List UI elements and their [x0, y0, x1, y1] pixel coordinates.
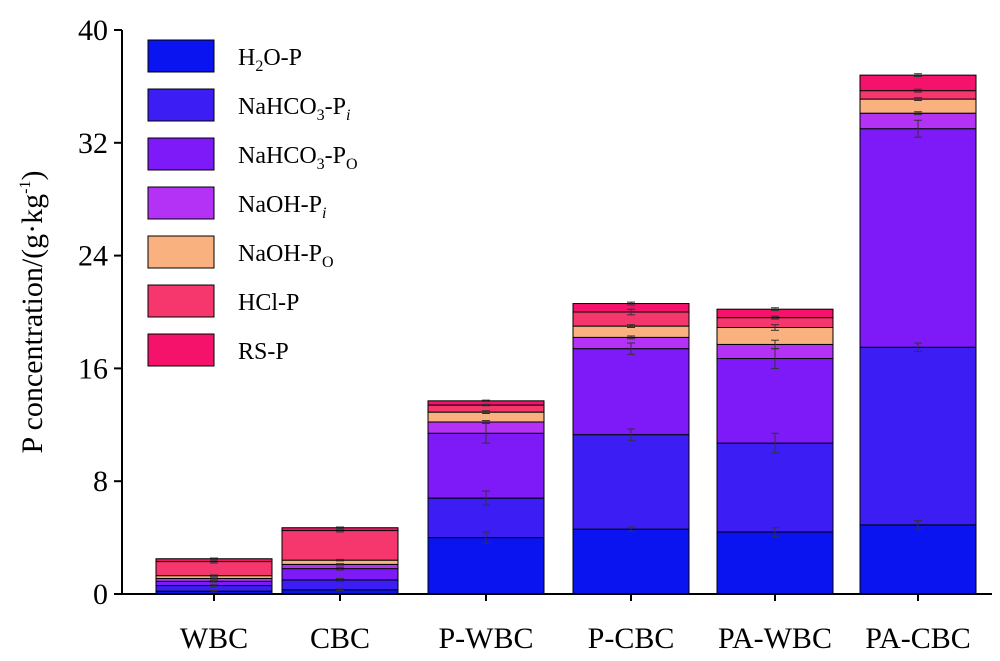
error-bar-pa-wbc-6	[771, 307, 779, 312]
error-bar-pa-cbc-0	[914, 520, 922, 530]
bar-segment-pa-cbc-2	[859, 128, 977, 348]
error-bar-wbc-6	[210, 557, 218, 560]
legend-item-3: NaOH-Pi	[147, 186, 326, 222]
error-bar-p-cbc-6	[627, 301, 635, 306]
legend-swatch	[147, 235, 215, 269]
bar-segment-pa-cbc-4	[859, 98, 977, 114]
legend: H2O-P NaHCO3-Pi NaHCO3-PO NaOH-Pi NaOH-PO HCl…	[147, 39, 358, 367]
legend-item-1: NaHCO3-Pi	[147, 88, 350, 124]
y-tick-label-8: 8	[93, 465, 108, 498]
bar-segment-p-cbc-1	[572, 434, 690, 530]
legend-item-5: HCl-P	[147, 284, 299, 318]
error-bar-p-wbc-0	[482, 531, 490, 544]
legend-item-2: NaHCO3-PO	[147, 137, 358, 173]
error-bar-pa-wbc-4	[771, 324, 779, 331]
x-tick-label-cbc: CBC	[310, 622, 370, 655]
legend-label: RS-P	[238, 339, 289, 365]
error-bar-p-wbc-6	[482, 399, 490, 403]
error-bar-cbc-5	[336, 528, 344, 533]
bar-segment-pa-wbc-1	[716, 442, 834, 533]
error-bar-pa-cbc-1	[914, 342, 922, 352]
legend-swatch	[147, 137, 215, 171]
bar-segment-p-cbc-2	[572, 348, 690, 436]
legend-label: NaHCO3-PO	[238, 143, 358, 173]
legend-label: H2O-P	[238, 45, 302, 75]
x-tick-label-pa-cbc: PA-CBC	[865, 622, 971, 655]
error-bar-wbc-3	[210, 577, 218, 580]
x-tick-label-pa-wbc: PA-WBC	[718, 622, 832, 655]
error-bar-wbc-2	[210, 580, 218, 583]
error-bar-pa-cbc-4	[914, 97, 922, 101]
error-bar-cbc-6	[336, 526, 344, 529]
y-tick-label-0: 0	[93, 578, 108, 611]
error-bar-pa-wbc-5	[771, 315, 779, 320]
error-bar-p-cbc-1	[627, 428, 635, 441]
bar-segment-p-cbc-0	[572, 528, 690, 595]
bar-segment-pa-wbc-2	[716, 358, 834, 444]
legend-label: NaHCO3-Pi	[238, 94, 350, 124]
error-bar-cbc-1	[336, 577, 344, 582]
error-bar-cbc-3	[336, 563, 344, 566]
bar-segment-cbc-5	[281, 530, 399, 561]
error-bar-p-cbc-5	[627, 308, 635, 316]
error-bar-p-cbc-3	[627, 335, 635, 340]
legend-label: NaOH-Pi	[238, 192, 326, 222]
bar-segment-pa-wbc-0	[716, 531, 834, 595]
error-bar-cbc-2	[336, 566, 344, 571]
y-tick-label-40: 40	[78, 14, 108, 47]
error-bar-wbc-4	[210, 574, 218, 577]
y-tick-label-16: 16	[78, 352, 108, 385]
error-bar-p-wbc-3	[482, 420, 490, 424]
y-tick-label-32: 32	[78, 127, 108, 160]
bar-segment-pa-cbc-1	[859, 346, 977, 526]
error-bar-pa-cbc-5	[914, 88, 922, 93]
legend-item-0: H2O-P	[147, 39, 302, 75]
error-bar-wbc-1	[210, 584, 218, 587]
x-tick-label-wbc: WBC	[180, 622, 248, 655]
bar-segment-p-wbc-2	[427, 432, 545, 499]
error-bar-pa-cbc-6	[914, 73, 922, 78]
legend-item-4: NaOH-PO	[147, 235, 334, 271]
error-bar-pa-cbc-2	[914, 119, 922, 138]
bar-segment-wbc-5	[155, 561, 273, 577]
legend-swatch	[147, 284, 215, 318]
error-bar-pa-wbc-3	[771, 339, 779, 350]
error-bar-p-cbc-2	[627, 342, 635, 355]
error-bar-wbc-0	[210, 589, 218, 593]
error-bar-p-wbc-5	[482, 403, 490, 407]
bar-segment-pa-cbc-6	[859, 74, 977, 92]
error-bar-cbc-4	[336, 558, 344, 562]
error-bar-pa-wbc-0	[771, 527, 779, 537]
error-bar-p-cbc-4	[627, 324, 635, 329]
error-bar-pa-cbc-3	[914, 111, 922, 116]
legend-swatch	[147, 186, 215, 220]
legend-swatch	[147, 88, 215, 122]
error-bar-cbc-0	[336, 588, 344, 591]
x-tick-label-p-cbc: P-CBC	[588, 622, 675, 655]
error-bar-p-cbc-0	[627, 526, 635, 532]
bar-segment-p-wbc-0	[427, 537, 545, 595]
error-bar-pa-wbc-1	[771, 432, 779, 454]
y-tick-label-24: 24	[78, 240, 108, 273]
legend-item-6: RS-P	[147, 333, 289, 367]
bar-segment-pa-cbc-0	[859, 524, 977, 595]
x-tick-label-p-wbc: P-WBC	[438, 622, 533, 655]
axes-group: WBC CBC P-WBC P-CBC PA-WBC PA-CBC 0 8 16 24 32 40	[78, 14, 992, 655]
legend-swatch	[147, 333, 215, 367]
y-axis-title: P concentration/(g·kg-1)	[16, 171, 49, 454]
error-bar-p-wbc-4	[482, 410, 490, 415]
legend-label: HCl-P	[238, 290, 299, 316]
legend-label: NaOH-PO	[238, 241, 334, 271]
error-bar-wbc-5	[210, 559, 218, 564]
errorbars-group	[210, 73, 922, 593]
error-bar-p-wbc-1	[482, 490, 490, 506]
legend-swatch	[147, 39, 215, 73]
